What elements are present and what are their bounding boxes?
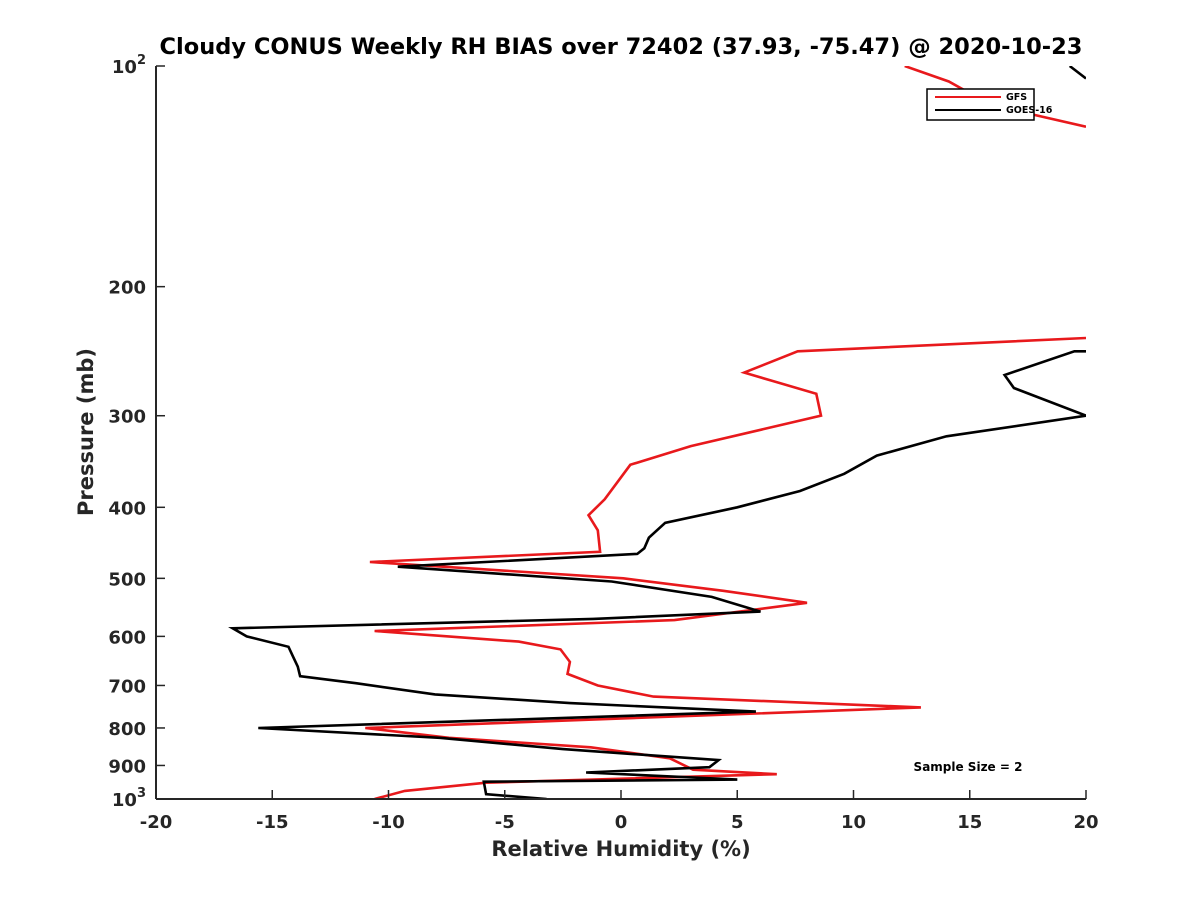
y-tick-label: 102	[112, 53, 146, 78]
y-tick-label: 700	[108, 676, 146, 697]
ticks-layer: -20 -15 -10 -5 0 5 10 15 20 102 200 300 400 500 600 700…	[108, 53, 1098, 833]
y-tick-label: 400	[108, 498, 146, 519]
x-tick-label: -15	[256, 812, 289, 833]
sample-size-annotation: Sample Size = 2	[914, 760, 1023, 774]
y-axis-label: Pressure (mb)	[74, 348, 98, 516]
y-tick-label: 600	[108, 627, 146, 648]
series-line-goes16	[228, 349, 1086, 799]
chart-title: Cloudy CONUS Weekly RH BIAS over 72402 (…	[160, 34, 1083, 60]
legend-box	[926, 88, 1035, 121]
x-tick-label: 20	[1073, 812, 1098, 833]
y-tick-label: 200	[108, 278, 146, 299]
x-tick-label: -5	[495, 812, 515, 833]
legend-label-goes16: GOES-16	[1006, 105, 1053, 116]
x-tick-label: 5	[731, 812, 744, 833]
legend: GFS GOES-16	[926, 88, 1053, 121]
y-tick-label: 103	[112, 786, 146, 811]
x-tick-label: 15	[957, 812, 982, 833]
x-tick-label: 10	[841, 812, 866, 833]
x-tick-label: 0	[615, 812, 628, 833]
x-tick-label: -10	[372, 812, 405, 833]
x-tick-label: -20	[140, 812, 173, 833]
y-tick-label: 800	[108, 719, 146, 740]
y-tick-label: 500	[108, 569, 146, 590]
legend-label-gfs: GFS	[1006, 92, 1027, 103]
series-top-segment-goes16	[1068, 66, 1086, 80]
y-tick-label: 300	[108, 407, 146, 428]
y-tick-label: 900	[108, 756, 146, 777]
x-axis-label: Relative Humidity (%)	[491, 837, 750, 861]
